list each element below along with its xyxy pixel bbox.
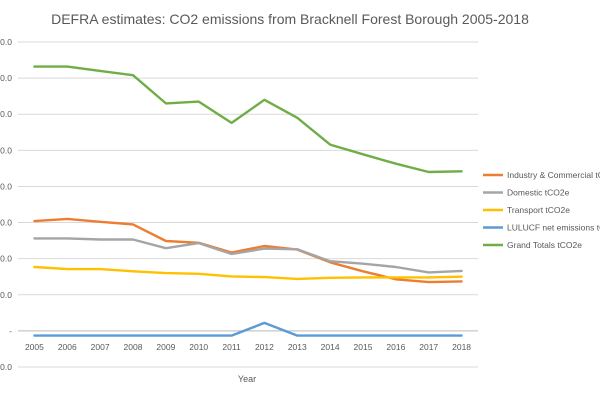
x-tick-label: 2017 [419, 342, 438, 352]
y-tick-label: 100.0 [0, 290, 12, 300]
y-tick-label: -100.0 [0, 362, 12, 372]
y-tick-label: 600.0 [0, 109, 12, 119]
series-lines [33, 65, 463, 337]
legend-entry: Transport tCO2e [507, 205, 570, 215]
x-tick-label: 2007 [91, 342, 110, 352]
legend: Industry & Commercial tCO2e Domestic tCO2… [483, 170, 600, 250]
x-tick-label: 2006 [58, 342, 77, 352]
legend-entry: Grand Totals tCO2e [507, 240, 582, 250]
y-tick-label: 400.0 [0, 181, 12, 191]
x-tick-label: 2015 [354, 342, 373, 352]
chart-title: DEFRA estimates: CO2 emissions from Brac… [51, 11, 529, 27]
axes: -100.0-100.0200.0300.0400.0500.0600.0700… [0, 37, 478, 372]
x-tick-label: 2011 [222, 342, 241, 352]
x-tick-label: 2018 [452, 342, 471, 352]
x-tick-label: 2009 [156, 342, 175, 352]
x-tick-label: 2008 [124, 342, 143, 352]
y-tick-label: 700.0 [0, 73, 12, 83]
x-tick-label: 2005 [25, 342, 44, 352]
legend-entry: Industry & Commercial tCO2e [507, 170, 600, 180]
grid-lines [18, 41, 478, 368]
y-tick-label: 500.0 [0, 145, 12, 155]
x-tick-label: 2016 [386, 342, 405, 352]
y-tick-label: 200.0 [0, 254, 12, 264]
x-tick-label: 2012 [255, 342, 274, 352]
x-axis-title: Year [238, 374, 256, 384]
y-tick-label: - [9, 326, 12, 336]
series-line [33, 237, 463, 274]
x-tick-label: 2010 [189, 342, 208, 352]
y-tick-label: 300.0 [0, 218, 12, 228]
legend-entry: Domestic tCO2e [507, 188, 570, 198]
series-line [33, 65, 463, 174]
x-tick-label: 2014 [321, 342, 340, 352]
x-tick-label: 2013 [288, 342, 307, 352]
series-line [33, 321, 463, 337]
legend-entry: LULUCF net emissions tCO2e [507, 223, 600, 233]
y-tick-label: 800.0 [0, 37, 12, 47]
series-line [33, 265, 463, 281]
